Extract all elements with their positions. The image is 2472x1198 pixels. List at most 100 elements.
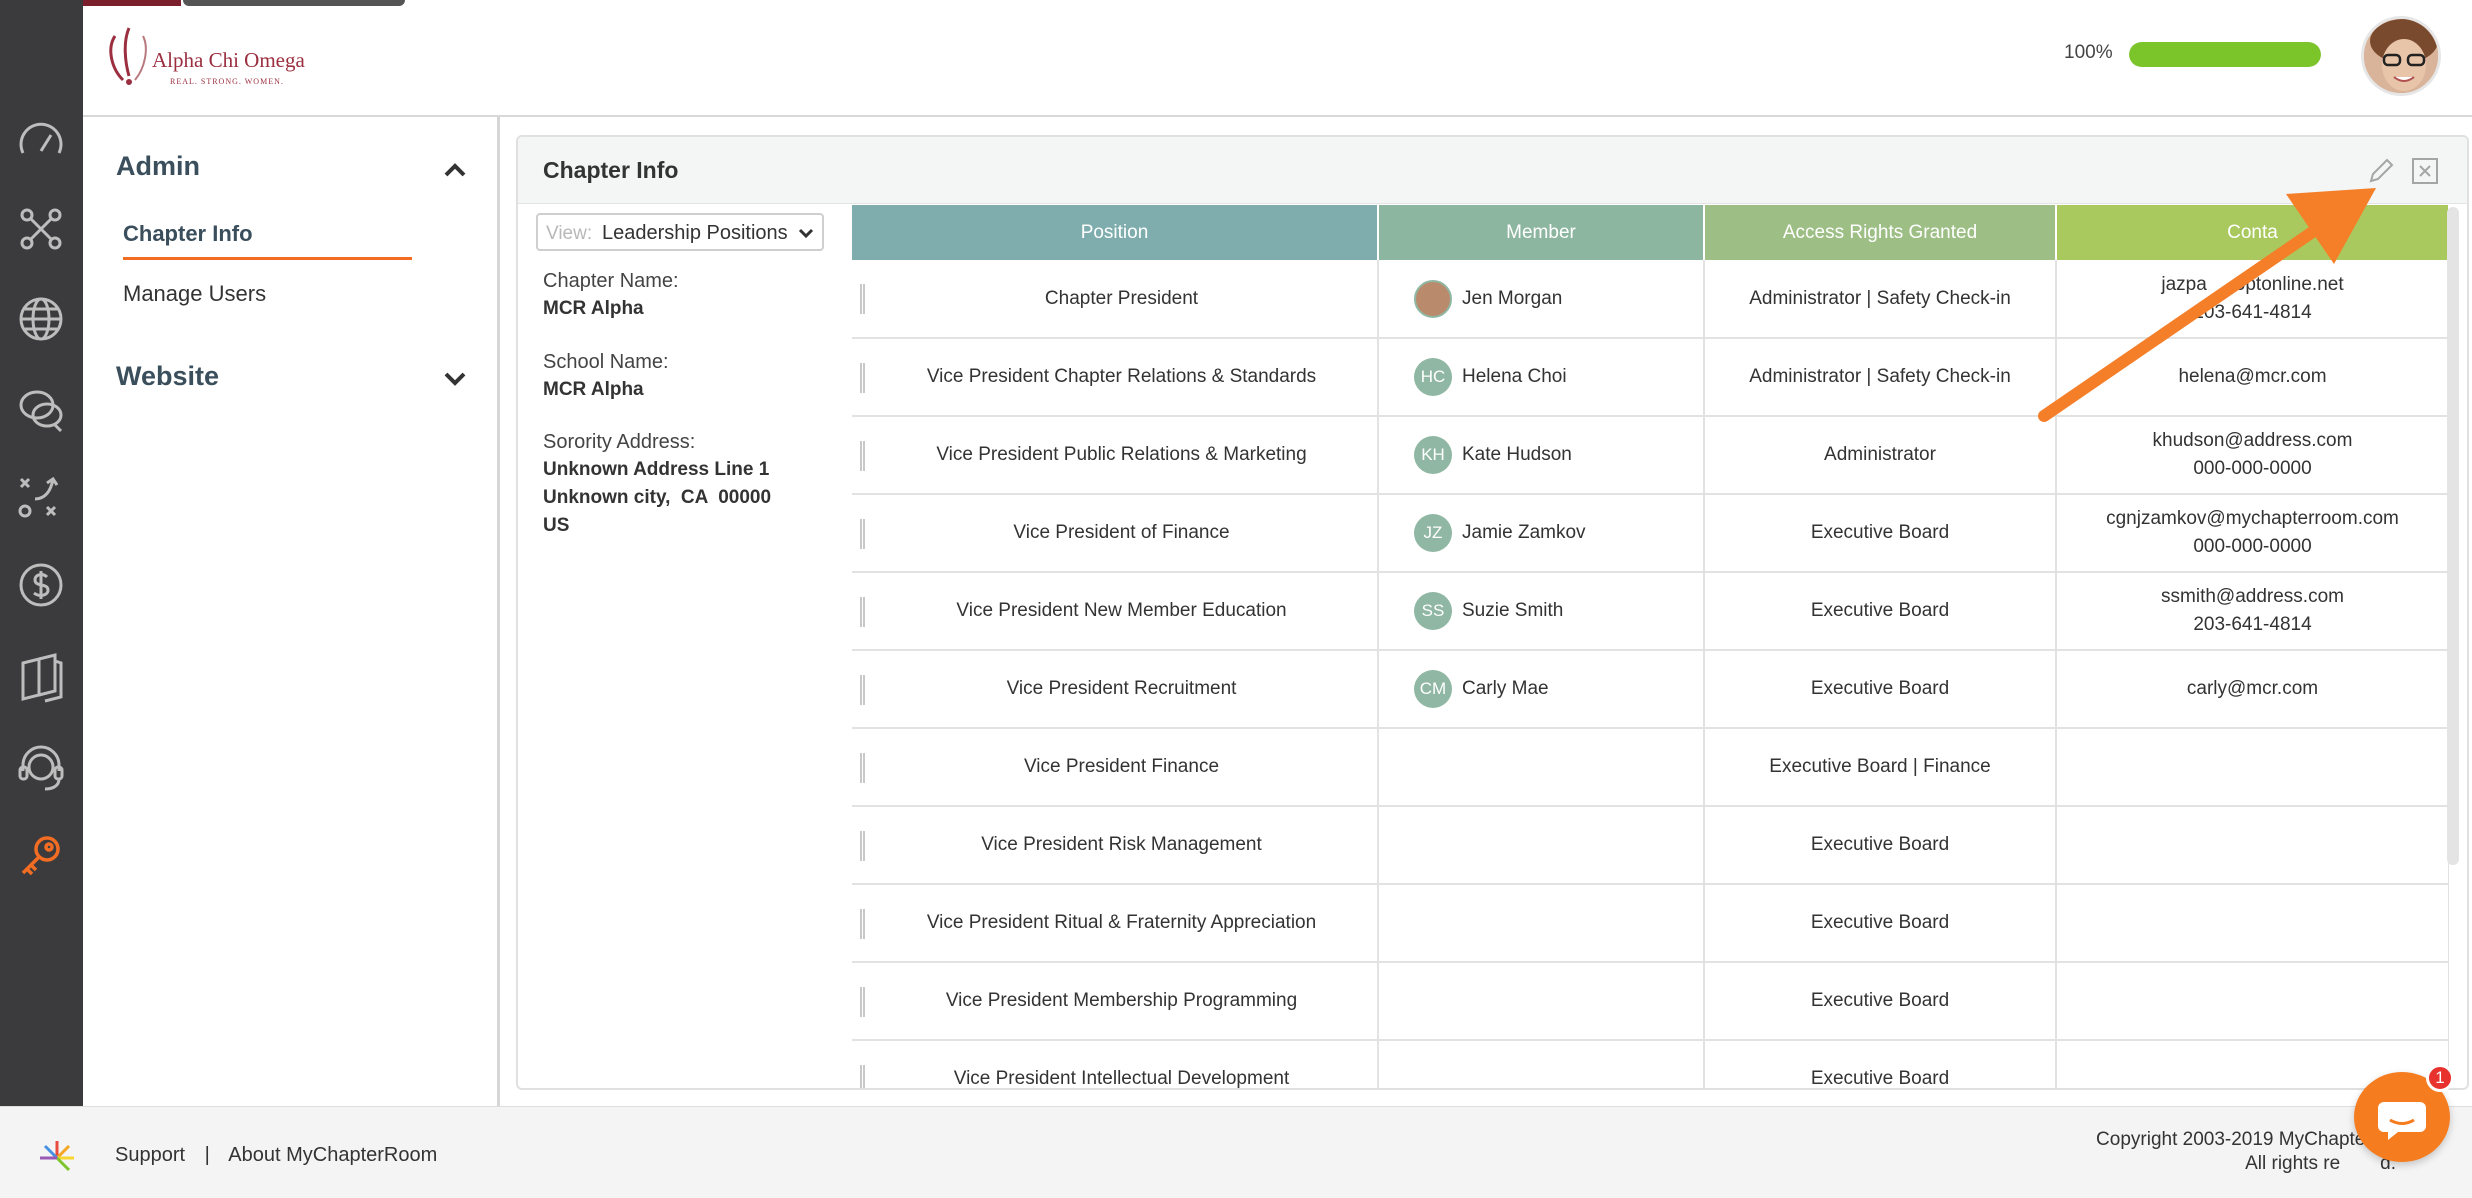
member-cell: Jen Morgan	[1378, 260, 1705, 339]
drag-handle-icon[interactable]	[860, 519, 867, 549]
view-select-value: Leadership Positions	[602, 222, 788, 244]
export-excel-icon[interactable]	[2409, 155, 2441, 187]
contact-email: cgnjzamkov@mychapterroom.com	[2106, 508, 2399, 529]
chapter-name-value: MCR Alpha	[543, 298, 644, 319]
globe-icon[interactable]	[10, 288, 72, 350]
table-row[interactable]: Vice President Ritual & Fraternity Appre…	[852, 884, 2449, 963]
member-entry[interactable]: KH Kate Hudson	[1379, 436, 1703, 474]
contact-cell: ssmith@address.com 203-641-4814	[2056, 572, 2449, 651]
key-icon[interactable]	[10, 826, 72, 888]
position-name: Vice President Ritual & Fraternity Appre…	[926, 912, 1317, 933]
logo-name: Alpha Chi Omega	[152, 48, 305, 72]
drag-handle-icon[interactable]	[860, 987, 867, 1017]
school-name-label: School Name:	[543, 351, 669, 373]
dashboard-icon[interactable]	[10, 112, 72, 174]
table-scrollbar[interactable]	[2447, 207, 2459, 865]
footer-separator: |	[204, 1144, 210, 1166]
about-link[interactable]: About MyChapterRoom	[228, 1144, 438, 1166]
card-header: Chapter Info	[518, 137, 2467, 204]
member-name: Kate Hudson	[1462, 444, 1572, 465]
member-name: Suzie Smith	[1462, 600, 1564, 621]
table-row[interactable]: Vice President Public Relations & Market…	[852, 416, 2449, 495]
support-headset-icon[interactable]	[10, 736, 72, 798]
column-header-position[interactable]: Position	[852, 205, 1379, 260]
table-row[interactable]: Vice President Chapter Relations & Stand…	[852, 338, 2449, 417]
drag-handle-icon[interactable]	[860, 1065, 867, 1088]
column-header-contact[interactable]: Conta	[2056, 205, 2449, 260]
member-entry[interactable]: HC Helena Choi	[1379, 358, 1703, 396]
access-rights-cell: Executive Board	[1704, 572, 2057, 651]
edit-pencil-icon[interactable]	[2365, 155, 2397, 187]
table-row[interactable]: Vice President Recruitment CM Carly Mae Exe…	[852, 650, 2449, 729]
member-avatar: KH	[1414, 436, 1452, 474]
drag-handle-icon[interactable]	[860, 597, 867, 627]
member-cell: KH Kate Hudson	[1378, 416, 1705, 495]
member-entry[interactable]: JZ Jamie Zamkov	[1379, 514, 1703, 552]
access-rights-cell: Executive Board	[1704, 494, 2057, 573]
table-row[interactable]: Vice President Risk Management Executive …	[852, 806, 2449, 885]
table-row[interactable]: Vice President Intellectual Development E…	[852, 1040, 2449, 1088]
dollar-icon[interactable]	[10, 554, 72, 616]
column-header-access-rights[interactable]: Access Rights Granted	[1704, 205, 2057, 260]
contact-phone: 000-000-0000	[2193, 536, 2312, 557]
access-rights-cell: Executive Board | Finance	[1704, 728, 2057, 807]
footer-links: Support | About MyChapterRoom	[115, 1144, 437, 1167]
chevron-down-icon[interactable]	[440, 363, 470, 393]
network-icon[interactable]	[10, 198, 72, 260]
side-item-chapter-info[interactable]: Chapter Info	[123, 221, 253, 246]
contact-cell	[2056, 728, 2449, 807]
table-row[interactable]: Vice President Membership Programming Exe…	[852, 962, 2449, 1041]
drag-handle-icon[interactable]	[860, 753, 867, 783]
access-rights-cell: Executive Board	[1704, 806, 2057, 885]
table-row[interactable]: Vice President New Member Education SS Suz…	[852, 572, 2449, 651]
drag-handle-icon[interactable]	[860, 831, 867, 861]
strategy-icon[interactable]	[10, 466, 72, 528]
support-link[interactable]: Support	[115, 1144, 186, 1166]
position-name: Vice President Finance	[1023, 756, 1220, 777]
admin-side-panel: Admin Chapter Info Manage Users Website	[83, 117, 500, 1106]
contact-phone: 203-641-4814	[2193, 614, 2312, 635]
contact-phone: 000-000-0000	[2193, 458, 2312, 479]
mychapterroom-logo-icon[interactable]	[36, 1137, 78, 1179]
alpha-chi-omega-logo[interactable]	[103, 22, 303, 94]
view-select[interactable]: View: Leadership Positions	[536, 213, 824, 251]
website-section-heading[interactable]: Website	[116, 361, 220, 391]
position-cell: Vice President Membership Programming	[852, 962, 1379, 1041]
drag-handle-icon[interactable]	[860, 441, 867, 471]
top-header	[83, 0, 2472, 117]
contact-email: khudson@address.com	[2152, 430, 2353, 451]
table-body: Chapter President Jen Morgan Administrator…	[852, 260, 2449, 1088]
member-cell	[1378, 806, 1705, 885]
drag-handle-icon[interactable]	[860, 363, 867, 393]
member-cell: HC Helena Choi	[1378, 338, 1705, 417]
drag-handle-icon[interactable]	[860, 909, 867, 939]
address-line-2: Unknown city, CA 00000	[543, 487, 772, 508]
contact-email: jazpa optonline.net	[2057, 271, 2448, 299]
documents-icon[interactable]	[10, 646, 72, 708]
user-avatar[interactable]	[2361, 16, 2441, 96]
drag-handle-icon[interactable]	[860, 675, 867, 705]
table-row[interactable]: Chapter President Jen Morgan Administrator…	[852, 260, 2449, 339]
table-row[interactable]: Vice President Finance Executive Board | …	[852, 728, 2449, 807]
member-cell	[1378, 884, 1705, 963]
member-entry[interactable]: Jen Morgan	[1379, 279, 1703, 318]
member-entry[interactable]: CM Carly Mae	[1379, 670, 1703, 708]
contact-phone: 203-641-4814	[2193, 301, 2312, 323]
chat-notification-badge: 1	[2426, 1064, 2454, 1092]
address-line-1: Unknown Address Line 1	[543, 459, 770, 480]
drag-handle-icon[interactable]	[860, 284, 867, 314]
side-item-manage-users[interactable]: Manage Users	[123, 281, 267, 306]
profile-progress-fill	[2129, 42, 2321, 67]
contact-cell	[2056, 962, 2449, 1041]
chevron-up-icon[interactable]	[440, 155, 470, 185]
position-cell: Vice President Risk Management	[852, 806, 1379, 885]
position-name: Vice President Risk Management	[981, 834, 1262, 855]
admin-section-heading[interactable]: Admin	[116, 151, 200, 181]
member-entry[interactable]: SS Suzie Smith	[1379, 592, 1703, 630]
profile-progress-label: 100%	[2064, 42, 2113, 63]
chat-bubbles-icon[interactable]	[10, 378, 72, 440]
table-row[interactable]: Vice President of Finance JZ Jamie Zamkov E…	[852, 494, 2449, 573]
contact-email: ssmith@address.com	[2161, 586, 2344, 607]
column-header-member[interactable]: Member	[1378, 205, 1705, 260]
school-name-value: MCR Alpha	[543, 379, 644, 400]
